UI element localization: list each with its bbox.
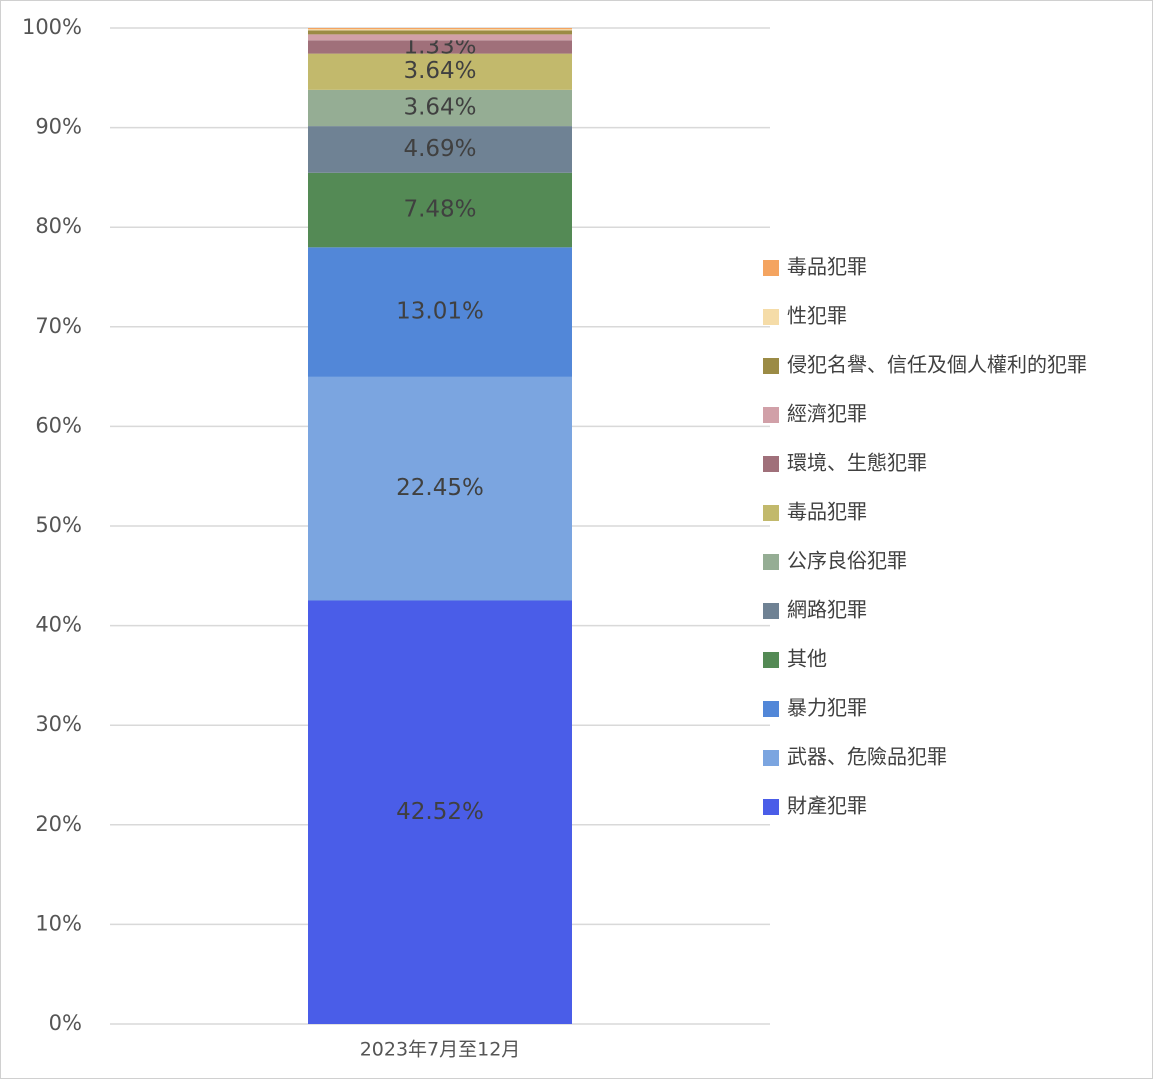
value-label: 3.64%	[403, 58, 476, 84]
legend-swatch	[763, 750, 779, 766]
bar-segment	[308, 89, 572, 127]
bar-segment	[308, 30, 572, 35]
legend-swatch	[763, 407, 779, 423]
legend-label: 毒品犯罪	[787, 255, 867, 279]
bar-segment	[308, 600, 572, 1024]
y-tick-label: 0%	[49, 1011, 82, 1035]
y-tick-label: 70%	[35, 314, 82, 338]
legend-swatch	[763, 505, 779, 521]
bar-segment	[308, 126, 572, 173]
legend-swatch	[763, 309, 779, 325]
bar-segment	[308, 53, 572, 90]
legend-swatch	[763, 799, 779, 815]
legend-label: 環境、生態犯罪	[787, 451, 927, 475]
legend-label: 暴力犯罪	[787, 696, 867, 720]
y-tick-label: 30%	[35, 712, 82, 736]
legend-swatch	[763, 701, 779, 717]
bar-segment	[308, 28, 572, 30]
legend-label: 網路犯罪	[787, 598, 867, 622]
legend-label: 性犯罪	[787, 304, 847, 328]
legend-label: 武器、危險品犯罪	[787, 745, 947, 769]
value-label: 13.01%	[396, 299, 484, 325]
y-tick-label: 100%	[22, 15, 82, 39]
legend-swatch	[763, 260, 779, 276]
bar-segment	[308, 376, 572, 601]
bar-segment	[308, 172, 572, 248]
x-tick-label: 2023年7月至12月	[360, 1039, 521, 1061]
bar-segment	[308, 40, 572, 54]
y-tick-label: 60%	[35, 413, 82, 437]
bar-segment	[308, 34, 572, 41]
legend-swatch	[763, 554, 779, 570]
legend-swatch	[763, 652, 779, 668]
legend-label: 公序良俗犯罪	[787, 549, 907, 573]
value-label: 7.48%	[403, 197, 476, 223]
bar-segment	[308, 29, 572, 31]
value-label: 22.45%	[396, 475, 484, 501]
value-label: 4.69%	[403, 136, 476, 162]
legend-label: 經濟犯罪	[787, 402, 867, 426]
legend-swatch	[763, 603, 779, 619]
y-tick-label: 50%	[35, 513, 82, 537]
bar-segment	[308, 247, 572, 377]
y-tick-label: 90%	[35, 115, 82, 139]
legend-label: 侵犯名譽、信任及個人權利的犯罪	[787, 353, 1087, 377]
legend-swatch	[763, 456, 779, 472]
y-tick-label: 40%	[35, 613, 82, 637]
y-tick-label: 20%	[35, 812, 82, 836]
y-tick-label: 10%	[35, 911, 82, 935]
legend-label: 毒品犯罪	[787, 500, 867, 524]
legend-label: 其他	[787, 647, 827, 671]
legend-swatch	[763, 358, 779, 374]
y-tick-label: 80%	[35, 214, 82, 238]
value-label: 3.64%	[403, 94, 476, 120]
value-label: 42.52%	[396, 799, 484, 825]
legend-label: 財產犯罪	[787, 794, 867, 818]
